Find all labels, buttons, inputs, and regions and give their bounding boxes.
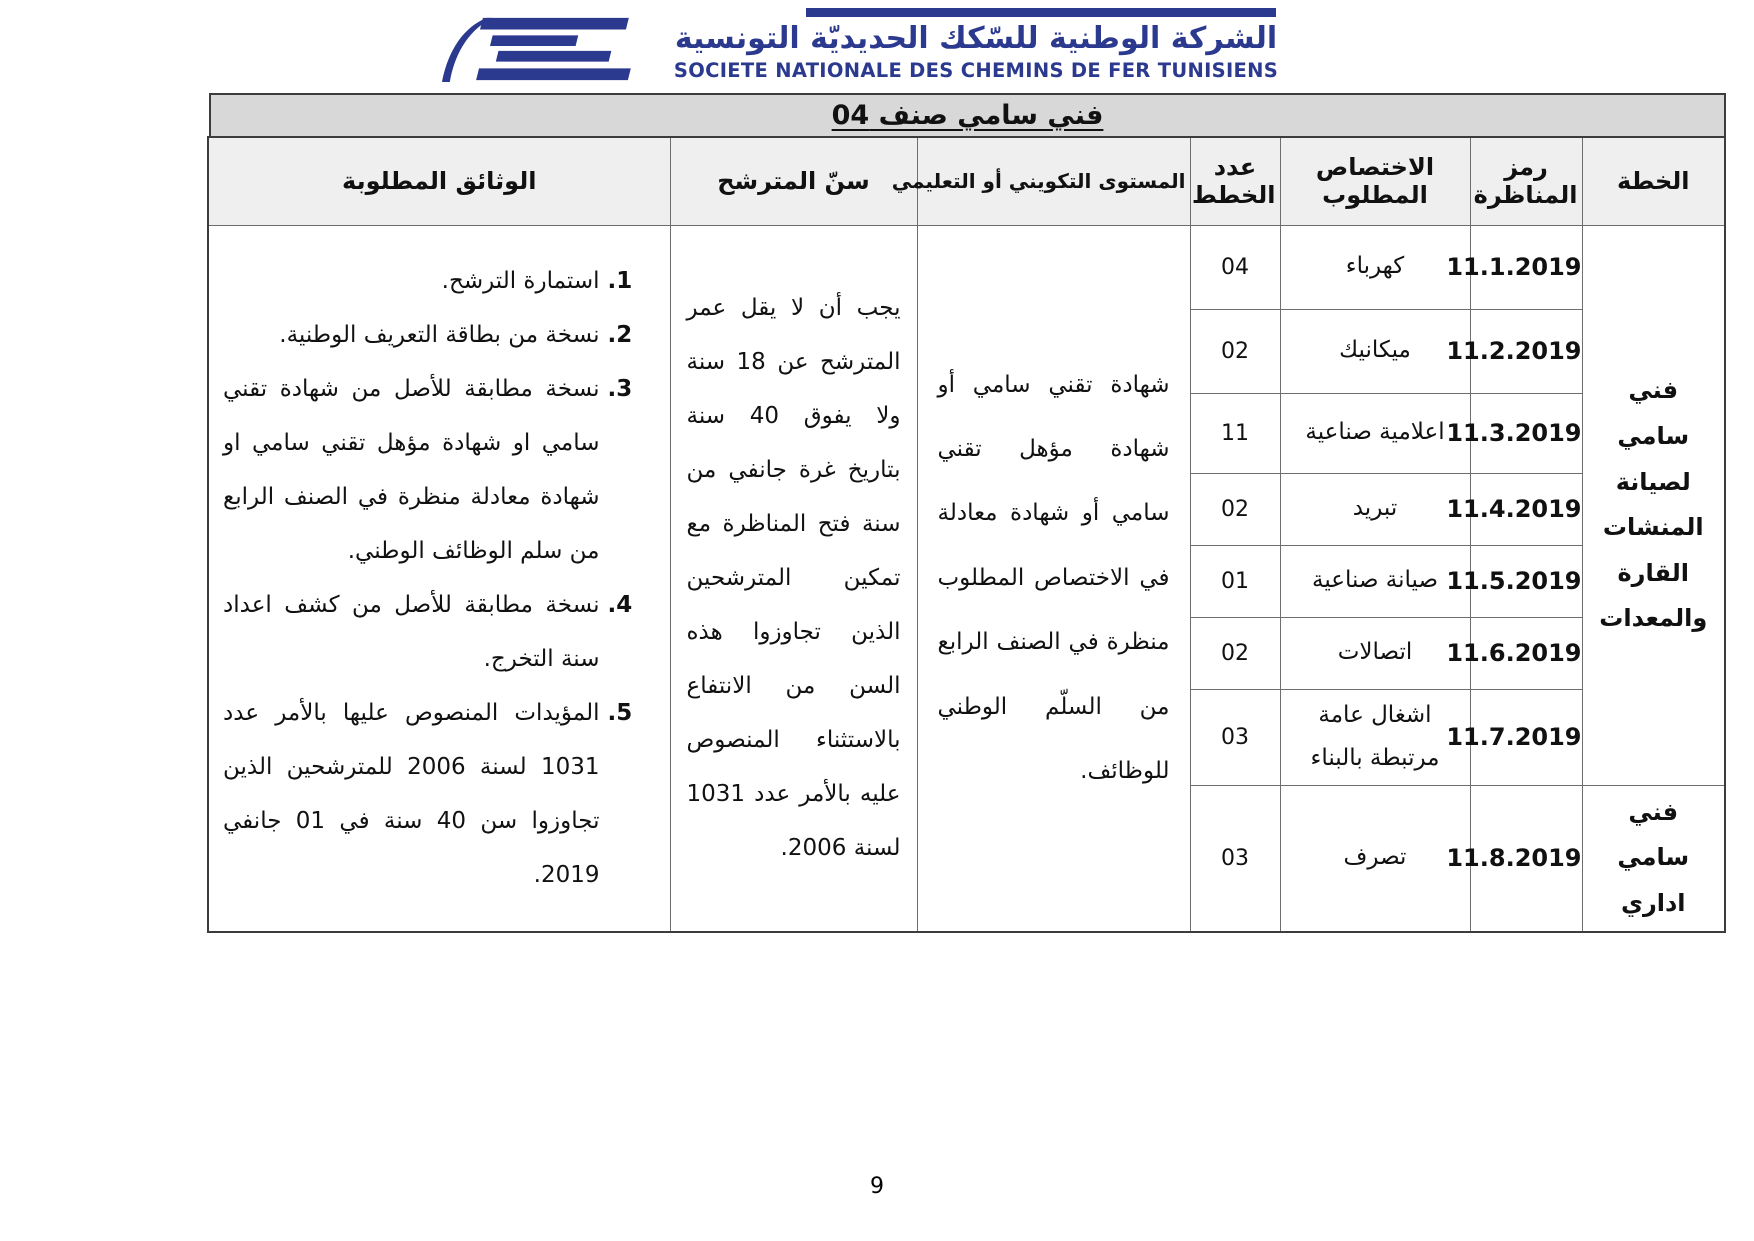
specialty: اعلامية صناعية <box>1279 392 1471 474</box>
position-count: 03 <box>1189 688 1281 786</box>
table-row: 11.4.2019 تبريد 02 <box>208 472 1725 546</box>
document-header: الشركة الوطنية للسّكك الحديديّة التونسية… <box>209 0 1726 93</box>
category-title: فني سامي صنف 04 <box>831 100 1104 131</box>
document-item: نسخة من بطاقة التعريف الوطنية. <box>223 308 599 362</box>
position-count: 01 <box>1189 544 1281 618</box>
document-item: نسخة مطابقة للأصل من كشف اعداد سنة التخر… <box>223 578 600 686</box>
company-name-french: SOCIETE NATIONALE DES CHEMINS DE FER TUN… <box>673 59 1279 82</box>
column-header-documents: الوثائق المطلوبة <box>207 136 671 226</box>
vacancies-table: الخطة رمز المناظرة الاختصاص المطلوب عدد … <box>207 136 1726 933</box>
competition-code: 11.2.2019 <box>1446 308 1583 394</box>
competition-code: 11.4.2019 <box>1446 472 1583 546</box>
position-count: 02 <box>1189 472 1281 546</box>
specialty: صيانة صناعية <box>1279 544 1471 618</box>
column-header-code: رمز المناظرة <box>1469 136 1583 226</box>
specialty: ميكانيك <box>1279 308 1471 394</box>
position-count: 11 <box>1189 392 1281 474</box>
table-row: 11.5.2019 صيانة صناعية 01 <box>208 544 1725 618</box>
brand-block: الشركة الوطنية للسّكك الحديديّة التونسية… <box>631 8 1321 82</box>
competition-code: 11.5.2019 <box>1446 544 1583 618</box>
table-row: فني سامي لصيانة المنشات القارة والمعدات … <box>207 224 1726 933</box>
sncft-train-logo-icon <box>442 17 631 83</box>
category-title-bar: فني سامي صنف 04 <box>209 93 1726 138</box>
table-header-row: الخطة رمز المناظرة الاختصاص المطلوب عدد … <box>207 136 1726 226</box>
position-count: 02 <box>1189 616 1281 690</box>
table-row: فني سامي اداري 11.8.2019 تصرف 03 <box>208 784 1726 933</box>
column-header-specialty: الاختصاص المطلوب <box>1279 136 1471 226</box>
specialty: اتصالات <box>1279 616 1471 690</box>
plan-group-admin-cell: فني سامي اداري <box>1581 784 1726 933</box>
competition-code: 11.7.2019 <box>1446 688 1583 786</box>
position-count: 02 <box>1189 308 1281 394</box>
specialty: كهرباء <box>1279 224 1471 310</box>
table-row: 11.2.2019 ميكانيك 02 <box>208 308 1725 394</box>
page-number: 9 <box>870 1174 884 1199</box>
required-documents-cell: استمارة الترشح. نسخة من بطاقة التعريف ال… <box>207 224 671 933</box>
candidate-age-cell: يجب أن لا يقل عمر المترشح عن 18 سنة ولا … <box>669 224 918 933</box>
specialty: تبريد <box>1279 472 1471 546</box>
position-count: 03 <box>1189 784 1281 933</box>
company-name-arabic: الشركة الوطنية للسّكك الحديديّة التونسية <box>674 21 1278 56</box>
education-level-cell: شهادة تقني سامي أو شهادة مؤهل تقني سامي … <box>916 224 1191 933</box>
competition-code: 11.3.2019 <box>1446 392 1583 474</box>
documents-list: استمارة الترشح. نسخة من بطاقة التعريف ال… <box>223 254 646 903</box>
column-header-education: المستوى التكويني أو التعليمي <box>892 136 1191 226</box>
competition-code: 11.6.2019 <box>1446 616 1583 690</box>
document-item: نسخة مطابقة للأصل من شهادة تقني سامي او … <box>223 362 600 578</box>
document-item: استمارة الترشح. <box>223 254 600 308</box>
table-row: 11.3.2019 اعلامية صناعية 11 <box>208 392 1725 474</box>
specialty: تصرف <box>1279 784 1471 933</box>
document-item: المؤيدات المنصوص عليها بالأمر عدد 1031 ل… <box>223 686 600 902</box>
competition-code: 11.1.2019 <box>1446 224 1583 310</box>
specialty: اشغال عامة مرتبطة بالبناء <box>1279 688 1471 786</box>
competition-code: 11.8.2019 <box>1446 784 1583 933</box>
column-header-plan: الخطة <box>1581 136 1726 226</box>
document-page: الشركة الوطنية للسّكك الحديديّة التونسية… <box>207 0 1726 933</box>
column-header-age: سنّ المترشح <box>669 136 918 226</box>
brand-accent-bar <box>806 8 1276 17</box>
column-header-count: عدد الخطط <box>1189 136 1281 226</box>
plan-group-main-cell: فني سامي لصيانة المنشات القارة والمعدات <box>1581 224 1726 786</box>
position-count: 04 <box>1189 224 1281 310</box>
table-row: 11.7.2019 اشغال عامة مرتبطة بالبناء 03 <box>208 688 1725 786</box>
